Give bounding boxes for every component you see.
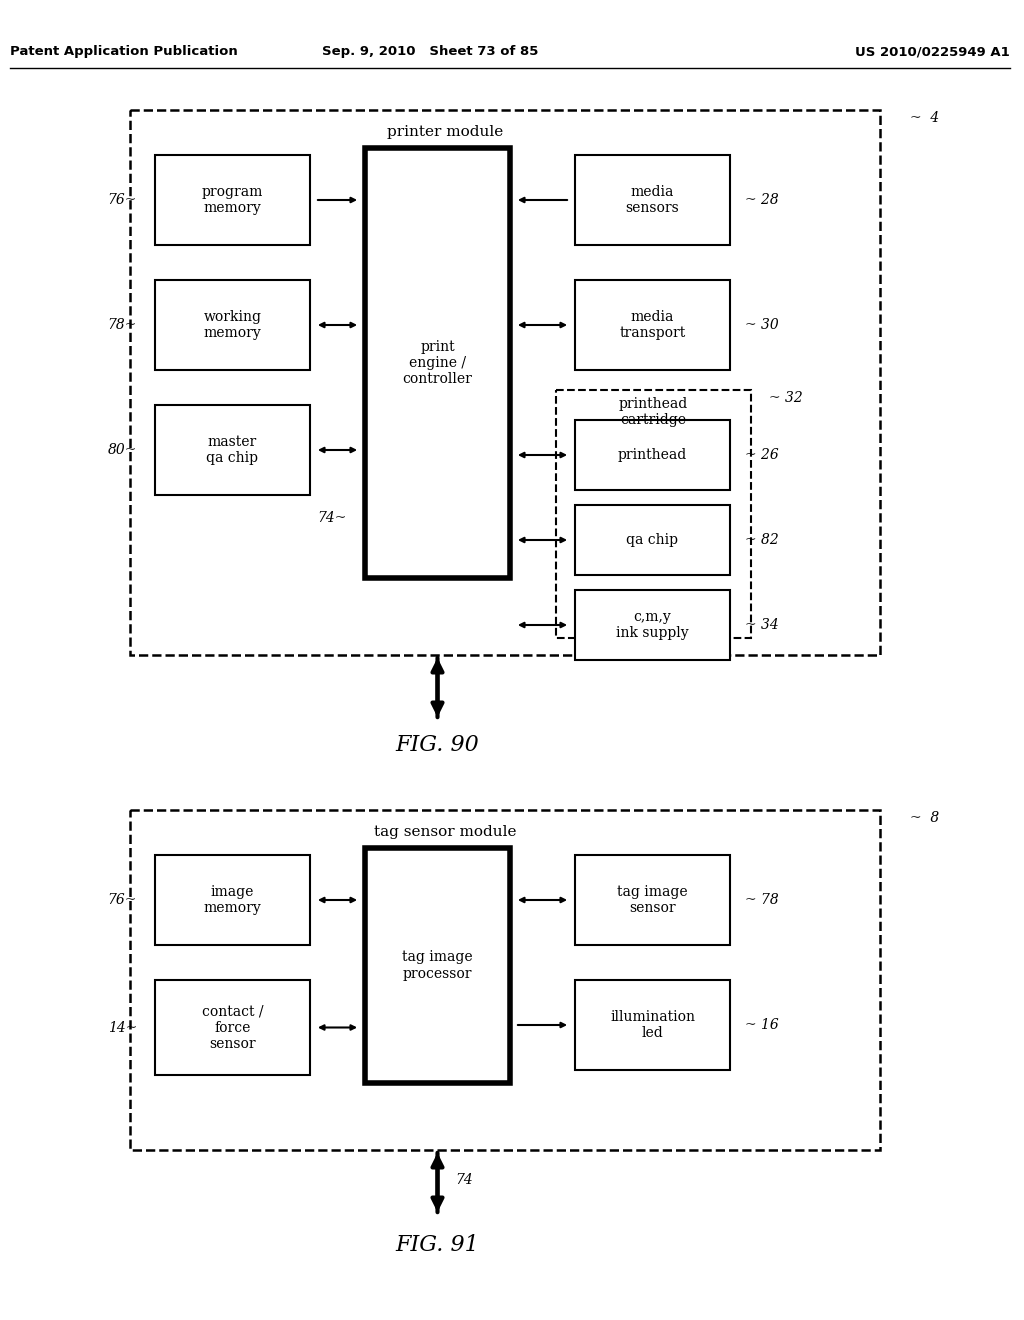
Bar bbox=[575, 979, 730, 1071]
Text: media
sensors: media sensors bbox=[626, 185, 679, 215]
Text: ~ 30: ~ 30 bbox=[745, 318, 778, 333]
Text: FIG. 91: FIG. 91 bbox=[395, 1234, 479, 1257]
Bar bbox=[155, 979, 310, 1074]
Text: tag image
sensor: tag image sensor bbox=[617, 884, 688, 915]
Text: image
memory: image memory bbox=[204, 884, 261, 915]
Text: illumination
led: illumination led bbox=[610, 1010, 695, 1040]
Text: 74: 74 bbox=[456, 1173, 473, 1187]
Text: printer module: printer module bbox=[387, 125, 503, 139]
Text: 76~: 76~ bbox=[108, 193, 137, 207]
Bar bbox=[130, 110, 880, 655]
Bar bbox=[556, 389, 751, 638]
Text: FIG. 90: FIG. 90 bbox=[395, 734, 479, 756]
Bar bbox=[575, 590, 730, 660]
Text: tag sensor module: tag sensor module bbox=[374, 825, 516, 840]
Text: c,m,y
ink supply: c,m,y ink supply bbox=[616, 610, 689, 640]
Bar bbox=[575, 280, 730, 370]
Text: contact /
force
sensor: contact / force sensor bbox=[202, 1005, 263, 1051]
Text: 80~: 80~ bbox=[108, 444, 137, 457]
Text: ~ 82: ~ 82 bbox=[745, 533, 778, 546]
Text: 74~: 74~ bbox=[317, 511, 347, 525]
Bar bbox=[575, 154, 730, 246]
Text: media
transport: media transport bbox=[620, 310, 686, 341]
Text: printhead
cartridge: printhead cartridge bbox=[618, 397, 688, 428]
Bar bbox=[155, 405, 310, 495]
Text: 76~: 76~ bbox=[108, 894, 137, 907]
Text: ~ 26: ~ 26 bbox=[745, 447, 778, 462]
Text: ~ 28: ~ 28 bbox=[745, 193, 778, 207]
Text: Sep. 9, 2010   Sheet 73 of 85: Sep. 9, 2010 Sheet 73 of 85 bbox=[322, 45, 539, 58]
Bar bbox=[365, 847, 510, 1082]
Text: ~  8: ~ 8 bbox=[910, 810, 939, 825]
Bar bbox=[575, 420, 730, 490]
Text: qa chip: qa chip bbox=[627, 533, 679, 546]
Text: ~ 16: ~ 16 bbox=[745, 1018, 778, 1032]
Bar bbox=[575, 506, 730, 576]
Text: 78~: 78~ bbox=[108, 318, 137, 333]
Bar bbox=[130, 810, 880, 1150]
Bar bbox=[575, 855, 730, 945]
Text: tag image
processor: tag image processor bbox=[402, 950, 473, 981]
Bar bbox=[155, 154, 310, 246]
Text: 14~: 14~ bbox=[108, 1020, 137, 1035]
Text: US 2010/0225949 A1: US 2010/0225949 A1 bbox=[855, 45, 1010, 58]
Text: ~ 34: ~ 34 bbox=[745, 618, 778, 632]
Text: ~ 32: ~ 32 bbox=[769, 391, 803, 405]
Text: printhead: printhead bbox=[617, 447, 687, 462]
Text: working
memory: working memory bbox=[204, 310, 261, 341]
Text: program
memory: program memory bbox=[202, 185, 263, 215]
Text: ~  4: ~ 4 bbox=[910, 111, 939, 125]
Bar bbox=[155, 855, 310, 945]
Bar bbox=[155, 280, 310, 370]
Bar bbox=[365, 148, 510, 578]
Text: Patent Application Publication: Patent Application Publication bbox=[10, 45, 238, 58]
Text: master
qa chip: master qa chip bbox=[207, 434, 258, 465]
Text: ~ 78: ~ 78 bbox=[745, 894, 778, 907]
Text: print
engine /
controller: print engine / controller bbox=[402, 339, 472, 387]
